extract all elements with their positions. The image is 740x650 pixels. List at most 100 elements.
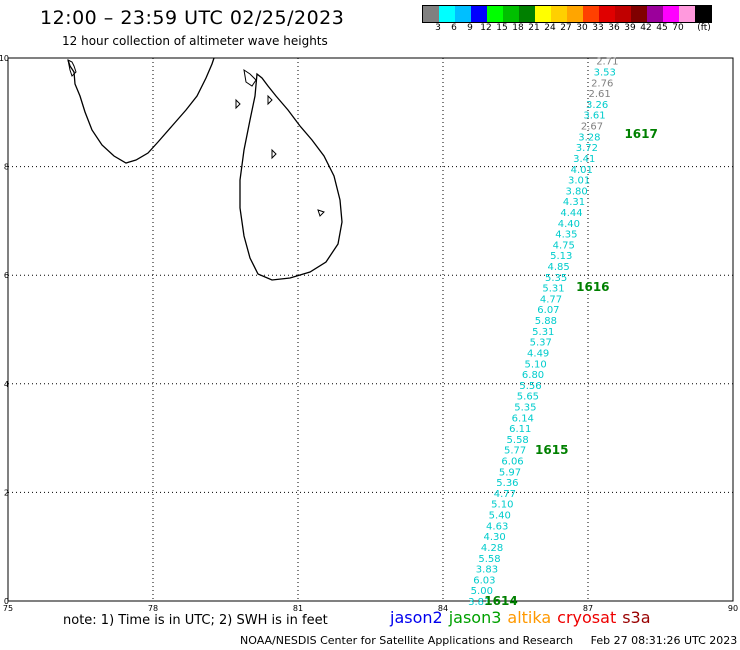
satellite-jason3: jason3	[448, 608, 502, 627]
scale-label: 39	[624, 23, 636, 33]
y-tick-label: 4	[4, 380, 9, 389]
altimeter-track: 3.835.006.033.835.584.284.304.635.405.10…	[468, 57, 658, 608]
wave-height-point: 4.40	[558, 219, 580, 230]
wave-height-point: 5.77	[504, 446, 526, 457]
scale-label: 21	[528, 23, 540, 33]
wave-height-point: 5.10	[524, 359, 546, 370]
timestamp: Feb 27 08:31:26 UTC 2023	[590, 634, 738, 647]
wave-height-point: 4.01	[571, 165, 593, 176]
wave-height-point: 3.26	[586, 100, 608, 111]
scale-label: 3	[435, 23, 441, 33]
credits: NOAA/NESDIS Center for Satellite Applica…	[240, 634, 737, 647]
wave-height-point: 2.71	[596, 57, 618, 68]
wave-height-point: 5.10	[491, 500, 513, 511]
wave-height-point: 3.83	[468, 597, 490, 608]
wave-height-point: 3.83	[476, 565, 498, 576]
wave-height-point: 2.61	[589, 89, 611, 100]
pass-time-label: 1616	[576, 280, 609, 294]
scale-label: 6	[451, 23, 457, 33]
satellite-legend: jason2 jason3 altika cryosat s3a	[390, 608, 657, 627]
wave-height-point: 4.28	[481, 543, 503, 554]
wave-height-point: 6.11	[509, 424, 531, 435]
scale-swatch	[535, 6, 551, 22]
wave-height-point: 4.75	[553, 240, 575, 251]
y-tick-label: 2	[4, 488, 9, 497]
scale-label: 42	[640, 23, 652, 33]
scale-swatch	[519, 6, 535, 22]
wave-height-point: 4.85	[548, 262, 570, 273]
y-tick-label: 10	[0, 54, 9, 63]
x-tick-label: 90	[728, 604, 738, 613]
wave-height-point: 5.35	[545, 273, 567, 284]
wave-height-point: 5.58	[478, 554, 500, 565]
scale-swatch	[615, 6, 631, 22]
scale-swatch	[439, 6, 455, 22]
islet	[267, 94, 273, 106]
india-coastline	[67, 57, 215, 164]
x-tick-label: 84	[438, 604, 448, 613]
scale-unit: (ft)	[697, 23, 711, 33]
wave-height-point: 5.97	[499, 467, 521, 478]
wave-height-point: 3.72	[576, 143, 598, 154]
wave-height-point: 2.67	[581, 122, 603, 133]
scale-swatch	[551, 6, 567, 22]
satellite-altika: altika	[507, 608, 552, 627]
scale-label: 45	[656, 23, 668, 33]
wave-height-point: 5.31	[532, 327, 554, 338]
scale-label: 12	[480, 23, 492, 33]
scale-swatch	[599, 6, 615, 22]
wave-height-point: 6.07	[537, 305, 559, 316]
wave-height-scale-labels: 3 6 9 12 15 18 21 24 27 30 33 36 39 42 45 70 (ft)	[422, 23, 740, 35]
x-tick-label: 75	[3, 604, 13, 613]
wave-height-point: 3.01	[568, 176, 590, 187]
scale-swatch	[583, 6, 599, 22]
scale-swatch	[423, 6, 439, 22]
satellite-jason2: jason2	[390, 608, 443, 627]
scale-swatch	[487, 6, 503, 22]
wave-height-point: 5.36	[496, 478, 518, 489]
wave-height-point: 5.00	[471, 586, 493, 597]
wave-height-point: 5.40	[489, 511, 511, 522]
wave-height-point: 6.06	[501, 457, 523, 468]
wave-height-point: 4.30	[483, 532, 505, 543]
wave-height-point: 4.44	[560, 208, 582, 219]
wave-height-point: 3.61	[583, 111, 605, 122]
scale-label: 36	[608, 23, 620, 33]
x-tick-label: 87	[583, 604, 593, 613]
wave-height-point: 4.49	[527, 348, 549, 359]
wave-height-point: 4.31	[563, 197, 585, 208]
pass-time-label: 1615	[535, 443, 568, 457]
scale-swatch	[455, 6, 471, 22]
scale-label: 9	[467, 23, 473, 33]
map-grid	[8, 58, 733, 601]
satellite-cryosat: cryosat	[557, 608, 617, 627]
wave-height-color-scale	[422, 5, 712, 23]
scale-swatch	[695, 6, 711, 22]
wave-height-point: 5.35	[514, 402, 536, 413]
map-subtitle: 12 hour collection of altimeter wave hei…	[62, 34, 328, 48]
wave-height-point: 5.88	[535, 316, 557, 327]
wave-height-point: 4.63	[486, 521, 508, 532]
wave-height-point: 6.03	[473, 575, 495, 586]
scale-label: 30	[576, 23, 588, 33]
wave-height-point: 6.14	[512, 413, 534, 424]
scale-label: 27	[560, 23, 572, 33]
islet	[271, 148, 277, 160]
wave-height-point: 5.13	[550, 251, 572, 262]
scale-swatch	[663, 6, 679, 22]
scale-label: 24	[544, 23, 556, 33]
scale-label: 33	[592, 23, 604, 33]
wave-height-point: 5.56	[519, 381, 541, 392]
y-tick-label: 8	[4, 163, 9, 172]
islet	[317, 209, 325, 217]
scale-label: 15	[496, 23, 508, 33]
wave-height-point: 3.41	[573, 154, 595, 165]
scale-swatch	[647, 6, 663, 22]
scale-swatch	[679, 6, 695, 22]
map-frame	[7, 57, 734, 602]
scale-swatch	[471, 6, 487, 22]
wave-height-point: 5.31	[542, 284, 564, 295]
plot-border	[7, 57, 734, 602]
islet	[235, 98, 241, 110]
